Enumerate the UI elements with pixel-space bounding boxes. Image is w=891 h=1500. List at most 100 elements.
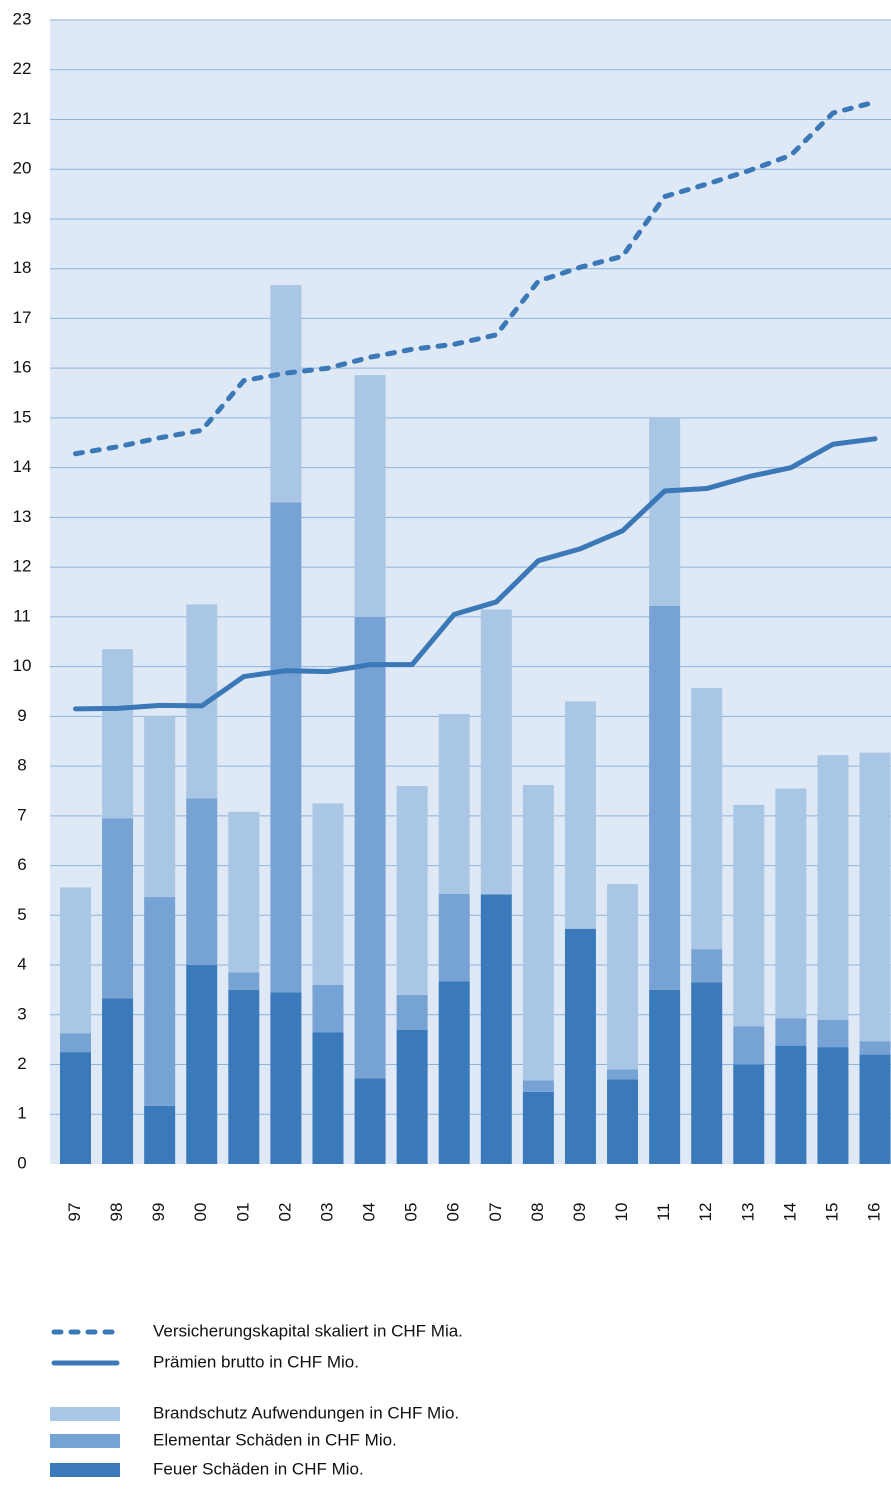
bar-segment (396, 1029, 428, 1164)
x-tick-label: 05 (402, 1203, 421, 1222)
bar-segment (102, 998, 134, 1164)
y-tick-label: 5 (17, 905, 26, 924)
y-tick-label: 11 (13, 606, 31, 625)
y-tick-label: 22 (13, 59, 32, 78)
legend-label: Elementar Schäden in CHF Mio. (153, 1430, 397, 1449)
bar-segment (438, 713, 470, 894)
x-tick-label: 15 (822, 1203, 841, 1222)
bar-segment (775, 1045, 807, 1164)
bar-segment (144, 716, 176, 897)
bar-segment (607, 1069, 639, 1080)
plot-area (50, 20, 891, 1164)
x-tick-label: 01 (233, 1203, 252, 1222)
y-tick-label: 1 (17, 1104, 26, 1123)
y-tick-label: 12 (13, 557, 32, 576)
bar-segment (186, 798, 218, 966)
bar-segment (60, 1033, 91, 1053)
x-tick-label: 02 (275, 1203, 294, 1222)
bar-segment (312, 984, 344, 1033)
bar-segment (691, 982, 723, 1164)
bar-segment (354, 616, 386, 1079)
bar-segment (396, 994, 428, 1030)
bar-segment (691, 949, 723, 983)
y-tick-label: 19 (13, 208, 32, 227)
legend-label: Brandschutz Aufwendungen in CHF Mio. (153, 1403, 459, 1422)
bar-segment (144, 896, 176, 1106)
bar-segment (649, 605, 681, 990)
x-tick-label: 14 (780, 1203, 799, 1222)
bar-segment (817, 1019, 849, 1048)
bar-segment (354, 375, 386, 617)
bar-segment (228, 989, 260, 1164)
legend-label: Feuer Schäden in CHF Mio. (153, 1459, 364, 1478)
y-tick-label: 20 (13, 159, 32, 178)
bar-segment (522, 784, 554, 1081)
bar-segment (144, 1105, 176, 1164)
y-tick-label: 14 (13, 457, 32, 476)
y-tick-label: 17 (13, 308, 32, 327)
x-tick-label: 12 (696, 1203, 715, 1222)
x-tick-label: 13 (738, 1203, 757, 1222)
bar-segment (60, 887, 91, 1034)
y-tick-label: 9 (17, 706, 26, 725)
bar-segment (564, 701, 596, 929)
bar-segment (522, 1080, 554, 1092)
bar-segment (270, 992, 302, 1164)
x-tick-label: 04 (360, 1203, 379, 1222)
bar-segment (228, 811, 260, 973)
bar-segment (270, 285, 302, 503)
x-tick-label: 11 (654, 1203, 673, 1221)
y-tick-label: 16 (13, 358, 32, 377)
line-series (73, 99, 878, 457)
x-tick-label: 07 (486, 1203, 505, 1222)
x-tick-label: 16 (865, 1203, 884, 1222)
x-tick-label: 99 (149, 1203, 168, 1222)
y-tick-label: 8 (17, 756, 26, 775)
y-tick-label: 2 (17, 1054, 26, 1073)
legend-symbol (50, 1434, 120, 1448)
bar-segment (522, 1091, 554, 1164)
x-tick-label: 06 (444, 1203, 463, 1222)
bar-segment (733, 804, 765, 1027)
bar-segment (733, 1026, 765, 1065)
bar-segment (186, 604, 218, 799)
x-tick-label: 00 (191, 1203, 210, 1222)
legend-label: Prämien brutto in CHF Mio. (153, 1352, 359, 1371)
bar-segment (60, 1052, 91, 1164)
bar-segment (607, 883, 639, 1070)
x-tick-label: 08 (528, 1203, 547, 1222)
y-tick-label: 10 (13, 656, 32, 675)
y-tick-label: 3 (17, 1004, 26, 1023)
bar-segment (354, 1078, 386, 1164)
line-series (73, 436, 878, 712)
bar-segment (649, 989, 681, 1164)
bar-segment (438, 981, 470, 1164)
bar-segment (775, 788, 807, 1019)
bar-segment (480, 894, 512, 1164)
y-tick-label: 15 (13, 407, 32, 426)
x-tick-label: 97 (65, 1203, 84, 1222)
x-tick-label: 98 (107, 1203, 126, 1222)
bar-segment (775, 1018, 807, 1046)
legend-symbol (50, 1463, 120, 1477)
bar-segment (859, 752, 891, 1042)
bar-segment (312, 803, 344, 985)
y-tick-label: 13 (13, 507, 32, 526)
bar-segment (102, 818, 134, 999)
bar-segment (312, 1032, 344, 1164)
bar-segment (396, 785, 428, 995)
y-tick-label: 21 (13, 109, 32, 128)
bar-segment (270, 502, 302, 993)
bar-segment (607, 1079, 639, 1164)
x-tick-label: 10 (612, 1203, 631, 1222)
bar-segment (438, 893, 470, 982)
bar-segment (817, 1047, 849, 1164)
bar-segment (102, 649, 134, 819)
x-tick-label: 09 (570, 1203, 589, 1222)
bar-segment (228, 972, 260, 990)
bar-segment (691, 687, 723, 950)
y-tick-label: 4 (17, 955, 26, 974)
y-tick-label: 23 (13, 9, 32, 28)
y-tick-label: 7 (17, 805, 26, 824)
